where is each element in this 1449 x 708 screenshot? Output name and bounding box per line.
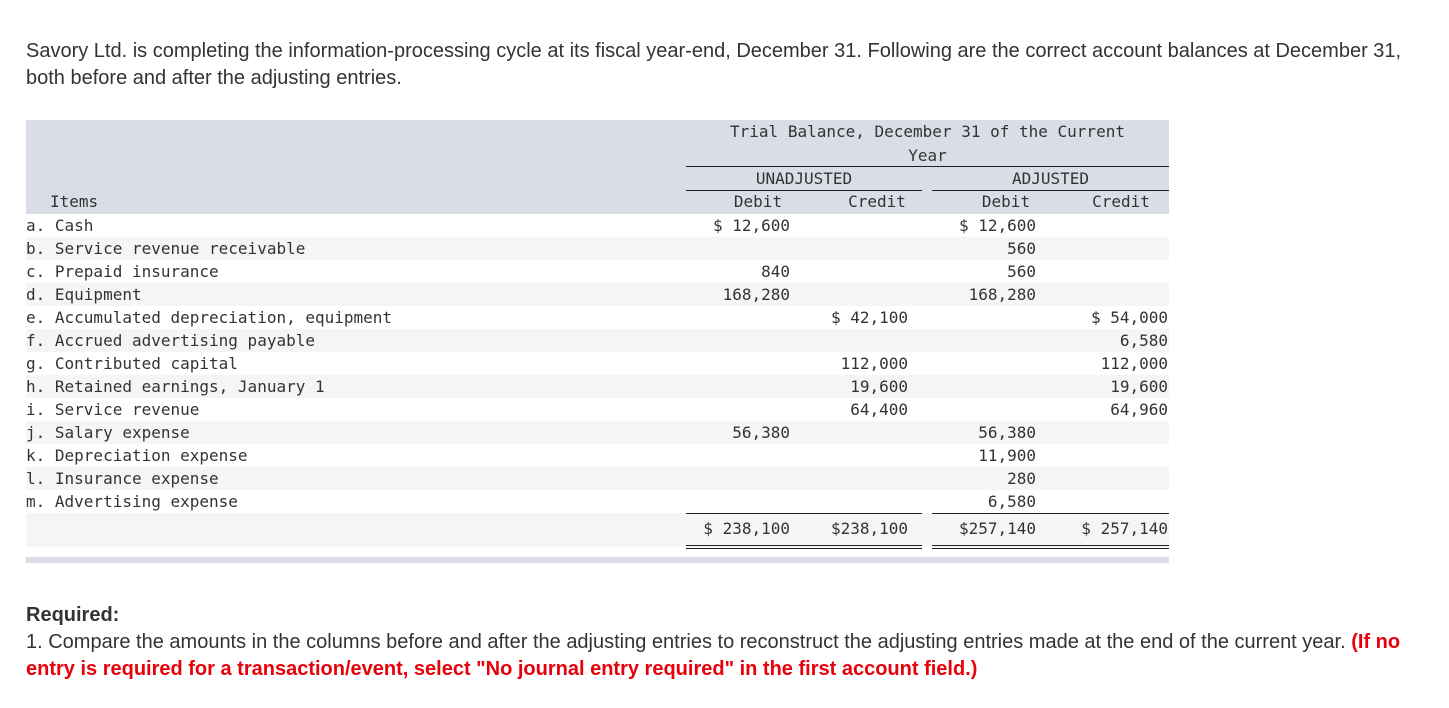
- table-row: f. Accrued advertising payable 6,580: [26, 329, 1169, 352]
- table-row: c. Prepaid insurance 840 560: [26, 260, 1169, 283]
- total-rule-unadjusted: [686, 513, 922, 514]
- table-row: l. Insurance expense 280: [26, 467, 1169, 490]
- table-row: i. Service revenue 64,400 64,960: [26, 398, 1169, 421]
- double-rule-unadjusted-2: [686, 548, 922, 549]
- total-unadjusted-debit: $ 238,100: [703, 519, 790, 538]
- table-header: Trial Balance, December 31 of the Curren…: [26, 120, 1169, 214]
- col-adjusted-debit: Debit: [981, 192, 1031, 211]
- table-row: k. Depreciation expense 11,900: [26, 444, 1169, 467]
- unadjusted-rule: [686, 190, 922, 191]
- totals-row: $ 238,100 $238,100 $257,140 $ 257,140: [26, 513, 1169, 549]
- required-text: 1. Compare the amounts in the columns be…: [26, 631, 1346, 653]
- group-adjusted: ADJUSTED: [1011, 169, 1090, 188]
- table-row: a. Cash $ 12,600 $ 12,600: [26, 214, 1169, 237]
- group-unadjusted: UNADJUSTED: [755, 169, 853, 188]
- adjusted-rule: [932, 190, 1169, 191]
- col-unadjusted-credit: Credit: [848, 192, 906, 211]
- double-rule-adjusted: [932, 545, 1169, 546]
- required-title: Required:: [26, 604, 120, 626]
- table-row: m. Advertising expense 6,580: [26, 490, 1169, 513]
- table-row: j. Salary expense 56,380 56,380: [26, 421, 1169, 444]
- col-items: Items: [50, 192, 99, 211]
- table-body: a. Cash $ 12,600 $ 12,600 b. Service reven…: [26, 214, 1169, 513]
- total-adjusted-credit: $ 257,140: [1081, 519, 1168, 538]
- table-title: Trial Balance, December 31 of the Curren…: [730, 122, 1125, 165]
- total-adjusted-debit: $257,140: [958, 519, 1036, 538]
- table-row: g. Contributed capital 112,000 112,000: [26, 352, 1169, 375]
- required-section: Required: 1. Compare the amounts in the …: [26, 602, 1426, 683]
- required-instruction: (If no entry is required for a transacti…: [26, 631, 1401, 680]
- table-row: h. Retained earnings, January 1 19,600 19,…: [26, 375, 1169, 398]
- trial-balance-table: Trial Balance, December 31 of the Curren…: [26, 120, 1169, 563]
- table-row: e. Accumulated depreciation, equipment $ …: [26, 306, 1169, 329]
- title-rule: [686, 166, 1169, 167]
- col-unadjusted-debit: Debit: [733, 192, 783, 211]
- double-rule-adjusted-2: [932, 548, 1169, 549]
- double-rule-unadjusted: [686, 545, 922, 546]
- total-rule-adjusted: [932, 513, 1169, 514]
- col-adjusted-credit: Credit: [1092, 192, 1150, 211]
- table-footer-bar: [26, 557, 1169, 563]
- problem-intro: Savory Ltd. is completing the informatio…: [26, 40, 1402, 89]
- table-row: b. Service revenue receivable 560: [26, 237, 1169, 260]
- table-row: d. Equipment 168,280 168,280: [26, 283, 1169, 306]
- total-unadjusted-credit: $238,100: [830, 519, 908, 538]
